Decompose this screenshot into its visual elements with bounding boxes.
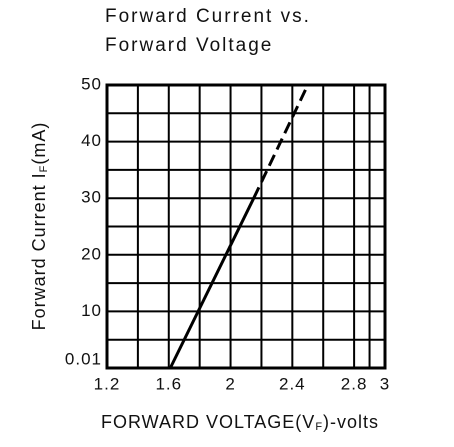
x-axis-label-part: F [315, 421, 323, 433]
y-axis-label-part: Forward Current I [29, 172, 49, 330]
line [168, 197, 256, 369]
y-tick-label: 50 [81, 74, 102, 93]
x-tick-label: 2 [225, 374, 235, 393]
plot-frame [105, 83, 387, 370]
y-axis-label-part: F [38, 165, 50, 173]
x-tick-label: 3 [380, 374, 390, 393]
y-tick-label: 10 [81, 301, 102, 320]
y-axis-label: Forward Current IF(mA) [29, 122, 50, 331]
y-tick-label: 0.01 [65, 349, 102, 368]
chart-title-line: Forward Voltage [105, 35, 273, 56]
y-tick-label: 20 [81, 244, 102, 263]
x-tick-label: 1.2 [94, 374, 121, 393]
x-axis-label-part: FORWARD VOLTAGE(V [101, 412, 315, 432]
y-tick-label: 40 [81, 131, 102, 150]
line [252, 84, 310, 199]
y-tick-label: 30 [81, 188, 102, 207]
y-axis-label-part: (mA) [29, 122, 49, 165]
x-tick-label: 2.4 [279, 374, 306, 393]
x-axis-label-part: )-volts [323, 412, 379, 432]
chart-title-line: Forward Current vs. [105, 6, 311, 27]
x-tick-label: 1.6 [155, 374, 182, 393]
x-tick-label: 2.8 [341, 374, 368, 393]
x-axis-label: FORWARD VOLTAGE(VF)-volts [101, 412, 379, 433]
